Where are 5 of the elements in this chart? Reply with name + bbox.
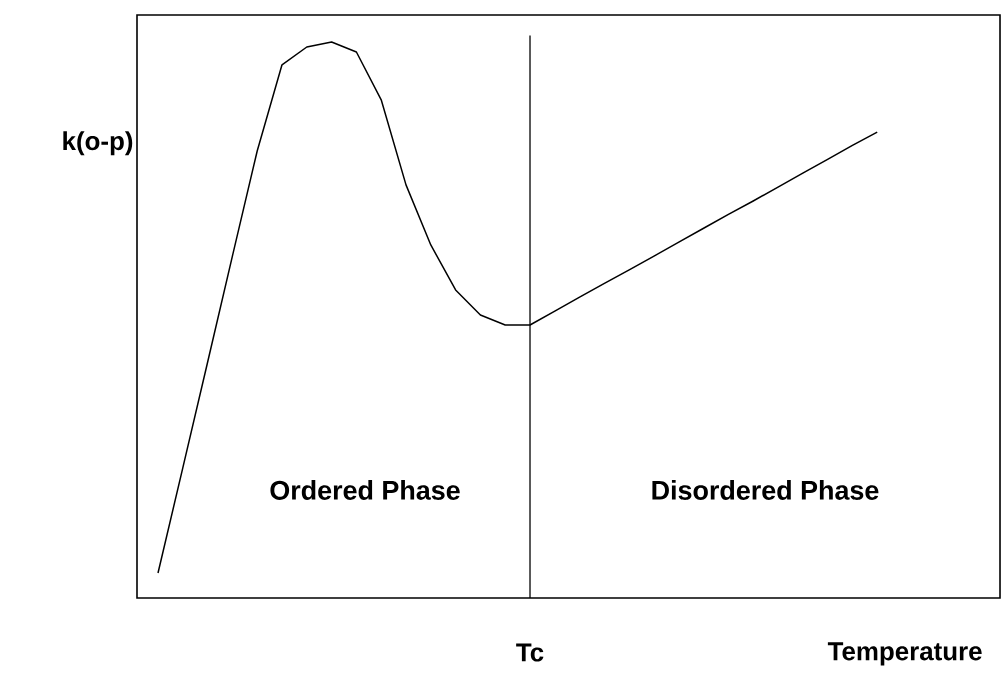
text: Tc bbox=[516, 643, 544, 662]
x-axis-title: Temperature bbox=[827, 642, 982, 666]
annotation: Ordered Phase bbox=[270, 480, 460, 500]
annotation: Disordered Phase bbox=[652, 480, 879, 500]
y-axis-title: k(o-p) bbox=[63, 131, 133, 156]
